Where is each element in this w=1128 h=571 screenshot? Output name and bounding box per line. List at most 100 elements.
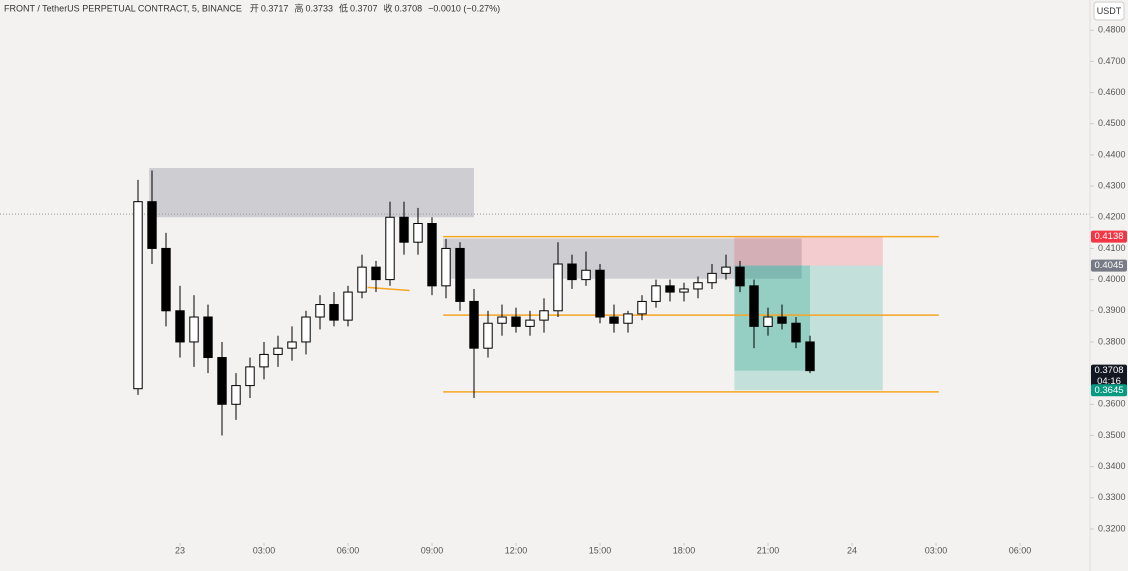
y-tick-label: 0.3900: [1098, 305, 1126, 315]
candle-body: [245, 366, 255, 387]
candle-body: [147, 201, 157, 249]
y-tick-label: 0.3300: [1098, 492, 1126, 502]
candle-body: [441, 247, 451, 287]
legend-value: 0.3733: [305, 3, 333, 13]
entry-price-tag: 0.4045: [1094, 260, 1123, 271]
y-tick-label: 0.4600: [1098, 87, 1126, 97]
target-price-tag: 0.3645: [1094, 385, 1123, 396]
candle-body: [483, 322, 493, 349]
candle-body: [189, 316, 199, 343]
candle-body: [287, 341, 297, 349]
stop-price-tag: 0.4138: [1094, 231, 1123, 242]
candle-body: [651, 285, 661, 302]
currency-label: USDT: [1097, 6, 1122, 16]
y-tick-label: 0.4300: [1098, 180, 1126, 190]
stop-zone: [734, 236, 883, 266]
candle-body: [735, 266, 745, 287]
y-tick-label: 0.4000: [1098, 274, 1126, 284]
entry-price-tag-bg: [1091, 259, 1127, 272]
candle-body: [749, 285, 759, 327]
candle-body: [301, 316, 311, 343]
candle-body: [791, 322, 801, 343]
candle-body: [315, 304, 325, 318]
candle-body: [721, 266, 731, 274]
y-tick-label: 0.3500: [1098, 430, 1126, 440]
candle-body: [427, 222, 437, 287]
candle-body: [511, 316, 521, 327]
x-tick-label: 15:00: [589, 545, 612, 555]
candle-body: [763, 316, 773, 327]
y-tick-label: 0.3800: [1098, 336, 1126, 346]
candle-body: [175, 310, 185, 343]
candle-body: [455, 247, 465, 302]
legend-label: 收: [384, 2, 393, 13]
x-tick-label: 06:00: [337, 545, 360, 555]
candle-body: [707, 272, 717, 284]
candle-body: [399, 216, 409, 243]
candle-body: [469, 300, 479, 349]
y-tick-label: 0.4500: [1098, 118, 1126, 128]
x-tick-label: 09:00: [421, 545, 444, 555]
candle-body: [413, 222, 423, 243]
candle-body: [581, 269, 591, 281]
y-tick-label: 0.4700: [1098, 56, 1126, 66]
legend-label: 低: [339, 2, 348, 13]
y-tick-label: 0.4100: [1098, 243, 1126, 253]
supply-zone: [149, 168, 475, 218]
candle-body: [133, 201, 143, 390]
candle-body: [693, 282, 703, 290]
candle-body: [777, 316, 787, 324]
candle-body: [273, 347, 283, 355]
plot-area: [0, 168, 1090, 436]
candle-body: [609, 316, 619, 324]
legend-value: 0.3717: [261, 3, 289, 13]
last-price-tag: 0.3708: [1094, 365, 1123, 376]
y-tick-label: 0.4800: [1098, 25, 1126, 35]
candle-body: [539, 310, 549, 321]
x-tick-label: 18:00: [673, 545, 696, 555]
stop-price-tag-bg: [1091, 230, 1127, 243]
countdown: 04:16: [1097, 376, 1121, 387]
candle-body: [623, 313, 633, 324]
x-tick-label: 03:00: [925, 545, 948, 555]
y-tick-label: 0.3600: [1098, 399, 1126, 409]
currency-button[interactable]: [1093, 1, 1125, 21]
legend-label: 高: [294, 2, 303, 13]
candle-body: [371, 266, 381, 281]
candle-body: [553, 263, 563, 312]
level-line: [367, 286, 410, 292]
x-tick-label: 21:00: [757, 545, 780, 555]
x-tick-label: 23: [175, 545, 185, 555]
y-tick-label: 0.4400: [1098, 149, 1126, 159]
x-tick-label: 08:: [1098, 545, 1111, 555]
candle-body: [357, 266, 367, 293]
x-tick-label: 12:00: [505, 545, 528, 555]
candle-body: [497, 316, 507, 324]
candle-body: [259, 353, 269, 368]
candle-body: [805, 341, 815, 372]
candle-body: [231, 385, 241, 405]
candle-body: [161, 247, 171, 312]
candle-body: [525, 319, 535, 327]
x-tick-label: 03:00: [253, 545, 276, 555]
y-tick-label: 0.4200: [1098, 212, 1126, 222]
candle-body: [679, 288, 689, 293]
candle-body: [385, 216, 395, 281]
legend-value: 0.3707: [350, 3, 378, 13]
candle-body: [203, 316, 213, 359]
x-tick-label: 06:00: [1009, 545, 1032, 555]
y-tick-label: 0.3200: [1098, 523, 1126, 533]
chart-title: FRONT / TetherUS PERPETUAL CONTRACT, 5, …: [4, 3, 242, 13]
x-tick-label: 24: [847, 545, 857, 555]
last-price-tag-bg: [1091, 364, 1127, 389]
y-tick-label: 0.3400: [1098, 461, 1126, 471]
x-axis: 23 03:00 06:00 09:00 12:00 15:00 18:00 21:00 24 0…: [175, 543, 1111, 555]
legend-value: 0.3708: [395, 3, 423, 13]
candle-body: [595, 269, 605, 318]
candle-body: [217, 357, 227, 405]
candle-body: [637, 300, 647, 315]
target-price-tag-bg: [1091, 384, 1127, 397]
candle-body: [329, 304, 339, 321]
legend-label: 开: [250, 3, 259, 13]
